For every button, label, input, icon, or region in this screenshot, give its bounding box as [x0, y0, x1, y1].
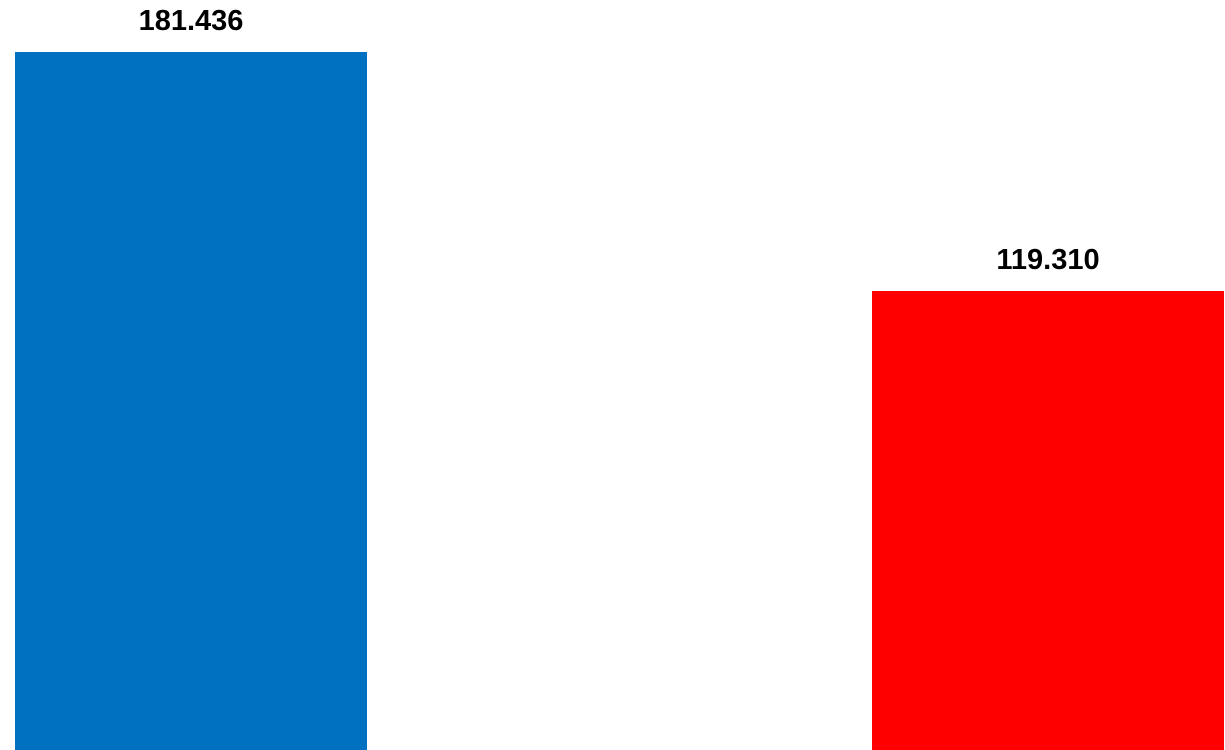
bars-group	[15, 52, 1224, 750]
bar-1	[15, 52, 367, 750]
data-labels-group: 181.436 119.310	[139, 5, 1100, 276]
data-label-2: 119.310	[996, 244, 1099, 276]
bar-2	[872, 291, 1224, 750]
data-label-1: 181.436	[139, 5, 244, 37]
